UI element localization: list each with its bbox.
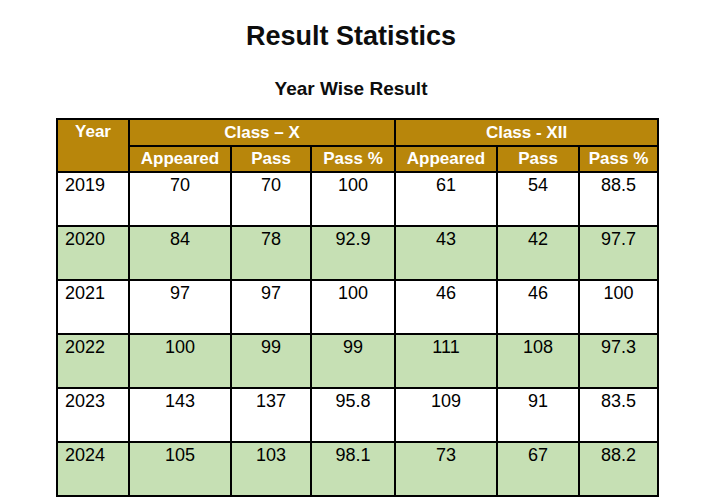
value-cell: 84 <box>129 226 231 280</box>
value-cell: 97 <box>129 280 231 334</box>
value-cell: 70 <box>231 172 311 226</box>
value-cell: 97.3 <box>579 334 658 388</box>
column-group-class-x: Class – X <box>129 119 395 146</box>
value-cell: 46 <box>395 280 497 334</box>
value-cell: 100 <box>129 334 231 388</box>
value-cell: 95.8 <box>311 388 395 442</box>
value-cell: 97.7 <box>579 226 658 280</box>
value-cell: 88.5 <box>579 172 658 226</box>
table-row-2022: 2022 100 99 99 111 108 97.3 <box>57 334 658 388</box>
value-cell: 92.9 <box>311 226 395 280</box>
column-header-passpct-x: Pass % <box>311 146 395 172</box>
value-cell: 103 <box>231 442 311 496</box>
value-cell: 99 <box>231 334 311 388</box>
value-cell: 109 <box>395 388 497 442</box>
table-row-2021: 2021 97 97 100 46 46 100 <box>57 280 658 334</box>
value-cell: 100 <box>311 280 395 334</box>
value-cell: 91 <box>497 388 579 442</box>
header-group-row: Year Class – X Class - XII <box>57 119 658 146</box>
value-cell: 67 <box>497 442 579 496</box>
value-cell: 99 <box>311 334 395 388</box>
year-cell: 2021 <box>57 280 129 334</box>
results-table: Year Class – X Class - XII Appeared Pass… <box>56 118 659 497</box>
column-header-pass-xii: Pass <box>497 146 579 172</box>
column-header-appeared-x: Appeared <box>129 146 231 172</box>
column-group-class-xii: Class - XII <box>395 119 658 146</box>
value-cell: 98.1 <box>311 442 395 496</box>
year-cell: 2024 <box>57 442 129 496</box>
value-cell: 43 <box>395 226 497 280</box>
column-header-pass-x: Pass <box>231 146 311 172</box>
column-header-passpct-xii: Pass % <box>579 146 658 172</box>
value-cell: 108 <box>497 334 579 388</box>
section-title: Year Wise Result <box>0 78 702 100</box>
year-cell: 2023 <box>57 388 129 442</box>
table-row-2020: 2020 84 78 92.9 43 42 97.7 <box>57 226 658 280</box>
value-cell: 88.2 <box>579 442 658 496</box>
value-cell: 100 <box>579 280 658 334</box>
year-cell: 2019 <box>57 172 129 226</box>
value-cell: 42 <box>497 226 579 280</box>
value-cell: 97 <box>231 280 311 334</box>
year-cell: 2022 <box>57 334 129 388</box>
value-cell: 46 <box>497 280 579 334</box>
value-cell: 111 <box>395 334 497 388</box>
value-cell: 105 <box>129 442 231 496</box>
value-cell: 78 <box>231 226 311 280</box>
table-row-2023: 2023 143 137 95.8 109 91 83.5 <box>57 388 658 442</box>
value-cell: 70 <box>129 172 231 226</box>
column-header-year: Year <box>57 119 129 172</box>
value-cell: 73 <box>395 442 497 496</box>
header-sub-row: Appeared Pass Pass % Appeared Pass Pass … <box>57 146 658 172</box>
value-cell: 54 <box>497 172 579 226</box>
value-cell: 100 <box>311 172 395 226</box>
value-cell: 83.5 <box>579 388 658 442</box>
page-title: Result Statistics <box>0 21 702 52</box>
value-cell: 137 <box>231 388 311 442</box>
value-cell: 143 <box>129 388 231 442</box>
table-row-2024: 2024 105 103 98.1 73 67 88.2 <box>57 442 658 496</box>
column-header-appeared-xii: Appeared <box>395 146 497 172</box>
table-row-2019: 2019 70 70 100 61 54 88.5 <box>57 172 658 226</box>
value-cell: 61 <box>395 172 497 226</box>
year-cell: 2020 <box>57 226 129 280</box>
